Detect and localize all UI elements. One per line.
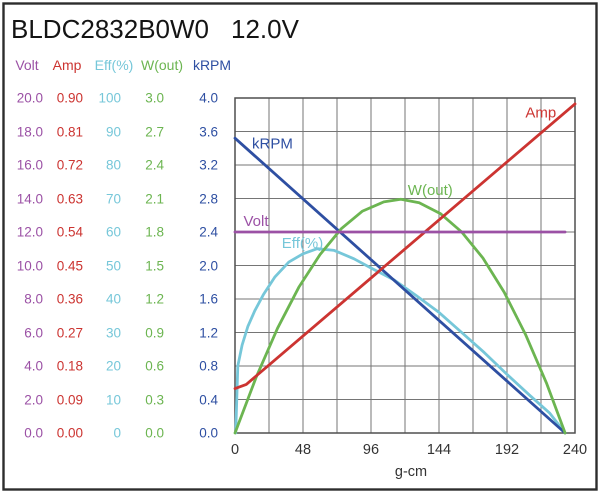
table-cell: 60	[105, 224, 121, 240]
table-cell: 10	[105, 392, 121, 407]
table-cell: 2.0	[199, 258, 218, 273]
x-axis-title: g-cm	[395, 464, 427, 480]
table-cell: 2.4	[199, 224, 218, 240]
table-cell: 8.0	[24, 291, 43, 307]
table-cell: 1.8	[145, 224, 164, 240]
table-cell: 3.6	[199, 124, 218, 139]
table-cell: 0.63	[56, 191, 83, 206]
x-tick-label: 48	[295, 442, 311, 458]
table-cell: 50	[105, 258, 121, 273]
series-line-eff	[234, 247, 567, 435]
table-cell: 0.0	[24, 425, 43, 441]
x-tick-label: 0	[231, 442, 239, 458]
column-header-wout: W(out)	[141, 57, 183, 73]
table-cell: 16.0	[16, 157, 43, 173]
series-label-amp: Amp	[525, 104, 556, 121]
table-cell: 2.0	[24, 392, 43, 407]
table-cell: 1.2	[199, 325, 218, 340]
voltage-label: 12.0V	[231, 14, 299, 44]
table-cell: 30	[105, 325, 121, 340]
table-cell: 0.36	[56, 291, 83, 307]
x-tick-label: 144	[427, 442, 451, 458]
table-cell: 1.2	[145, 291, 164, 307]
column-header-eff: Eff(%)	[94, 57, 134, 73]
series-label-krpm: kRPM	[252, 135, 293, 152]
table-cell: 1.5	[145, 258, 164, 273]
table-cell: 2.8	[199, 191, 218, 206]
x-tick-label: 96	[363, 442, 379, 458]
table-cell: 0.9	[145, 325, 164, 340]
table-cell: 4.0	[24, 358, 43, 374]
table-cell: 70	[105, 191, 121, 206]
x-tick-label: 240	[563, 442, 587, 458]
x-tick-label: 192	[495, 442, 519, 458]
column-header-krpm: kRPM	[192, 57, 232, 73]
table-cell: 4.0	[199, 90, 218, 106]
chart-labels: Eff(%) kRPM W(out) Amp Volt	[244, 104, 557, 252]
table-cell: 100	[98, 90, 121, 106]
table-cell: 90	[105, 124, 121, 139]
table-cell: 0	[113, 425, 121, 441]
table-cell: 0.8	[199, 358, 218, 374]
column-header-volt: Volt	[15, 57, 39, 73]
chart-series	[233, 102, 577, 435]
table-cell: 0.4	[199, 392, 218, 407]
table-cell: 0.09	[56, 392, 83, 407]
series-line-amp	[233, 102, 577, 391]
table-cell: 0.3	[145, 392, 164, 407]
table-cell: 40	[105, 291, 121, 307]
table-cell: 2.7	[145, 124, 164, 139]
table-cell: 12.0	[16, 224, 43, 240]
table-cell: 0.00	[56, 425, 83, 441]
table-cell: 10.0	[16, 258, 43, 273]
table-cell: 2.1	[145, 191, 164, 206]
table-cell: 0.27	[56, 325, 83, 340]
table-cell: 3.0	[145, 90, 164, 106]
table-cell: 20	[105, 358, 121, 374]
table-cell: 0.6	[145, 358, 164, 374]
table-cell: 0.18	[56, 358, 83, 374]
series-label-wout: W(out)	[408, 182, 453, 199]
series-line-wout	[233, 197, 567, 435]
table-cell: 0.90	[56, 90, 83, 106]
table-cell: 0.72	[56, 157, 83, 173]
series-label-eff: Eff(%)	[282, 235, 323, 252]
table-cell: 0.45	[56, 258, 83, 273]
x-axis-ticks: 0 48 96 144 192 240	[231, 442, 587, 458]
table-cell: 2.4	[145, 157, 164, 173]
table-cell: 0.0	[145, 425, 164, 441]
model-name: BLDC2832B0W0	[11, 14, 209, 44]
table-cell: 14.0	[16, 191, 43, 206]
column-header-amp: Amp	[52, 57, 82, 73]
plot-border	[234, 97, 576, 434]
page-title: BLDC2832B0W0 12.0V	[11, 14, 299, 45]
table-cell: 80	[105, 157, 121, 173]
table-cell: 1.6	[199, 291, 218, 307]
table-cell: 6.0	[24, 325, 43, 340]
table-cell: 3.2	[199, 157, 218, 173]
series-label-volt: Volt	[244, 213, 270, 230]
table-cell: 18.0	[16, 124, 43, 139]
series-line-krpm	[233, 136, 567, 435]
table-cell: 0.54	[56, 224, 83, 240]
table-cell: 0.0	[199, 425, 218, 441]
table-cell: 20.0	[16, 90, 43, 106]
table-cell: 0.81	[56, 124, 83, 139]
